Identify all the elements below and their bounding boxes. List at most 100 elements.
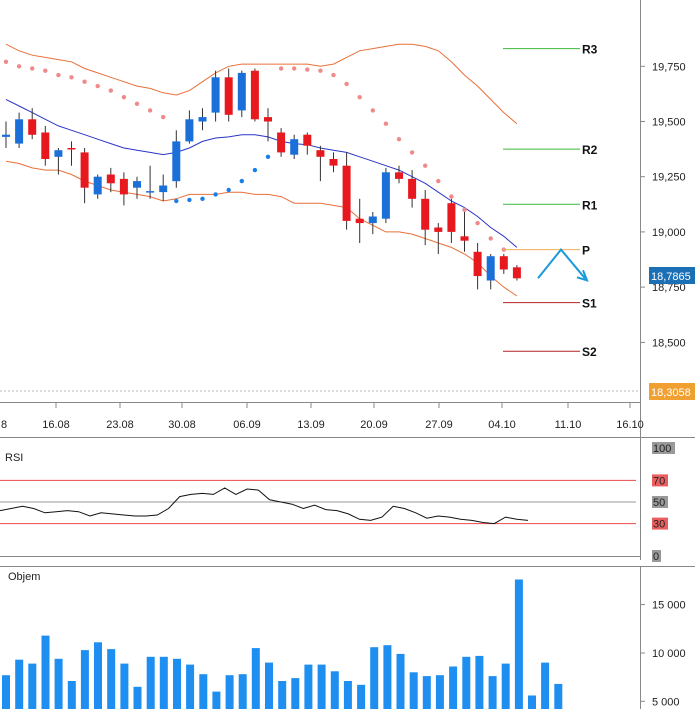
volume-bar	[186, 664, 195, 709]
candle-body	[2, 134, 10, 137]
candle	[67, 141, 76, 166]
pivot-label-s1: S1	[582, 297, 597, 311]
volume-tick-label: 15 000	[652, 600, 686, 612]
sar-dot	[82, 79, 87, 84]
rsi-tick-bg	[652, 550, 661, 562]
candle-body	[119, 178, 128, 195]
candle-body	[290, 139, 299, 155]
volume-bar	[528, 695, 536, 709]
sar-dot	[187, 197, 192, 203]
candle-body	[67, 148, 76, 150]
candle-body	[486, 256, 495, 281]
rsi-line	[0, 487, 529, 525]
sar-dot	[239, 178, 244, 184]
rsi-tick-bg	[652, 474, 668, 487]
candle-body	[342, 165, 351, 221]
candle	[460, 212, 469, 252]
sar-dot	[449, 194, 454, 199]
sar-dot	[488, 236, 493, 241]
candle-body	[434, 227, 443, 232]
rsi-tick-label: 30	[653, 519, 665, 531]
volume-bar	[199, 674, 208, 709]
volume-bar	[251, 648, 260, 709]
bollinger-middle-line	[5, 98, 518, 248]
candle	[119, 172, 128, 206]
volume-bar	[304, 664, 313, 709]
candle	[250, 68, 259, 122]
volume-bar	[278, 681, 287, 709]
candle	[316, 145, 325, 182]
sar-dot	[134, 101, 140, 107]
volume-bar	[396, 653, 405, 709]
candle-body	[80, 152, 89, 188]
forecast-arrow	[537, 248, 589, 282]
rsi-tick-label: 70	[653, 475, 665, 487]
sar-dot	[69, 75, 74, 80]
rsi-tick-label: 50	[653, 497, 665, 509]
candle-body	[237, 72, 246, 111]
sar-dot	[147, 108, 153, 113]
volume-bar	[225, 675, 234, 709]
candle	[106, 167, 115, 193]
volume-tick-label: 10 000	[652, 648, 686, 660]
sar-dot	[292, 66, 297, 71]
candle-body	[211, 77, 220, 113]
sar-dot	[200, 196, 205, 201]
candle-body	[355, 218, 364, 224]
low-marker-tag: 18,3058	[649, 383, 695, 400]
parabolic-sar	[3, 59, 506, 252]
low-marker-tag-bg	[649, 383, 695, 400]
volume-bar	[291, 678, 300, 709]
volume-bar	[409, 672, 418, 709]
candle-body	[198, 117, 207, 122]
candle	[172, 130, 181, 188]
candle	[2, 121, 10, 148]
sar-dot	[475, 220, 480, 226]
candle	[159, 174, 168, 201]
candle-body	[41, 132, 50, 159]
sar-dot	[95, 83, 100, 89]
volume-bar	[212, 691, 221, 709]
pivot-label-r1: R1	[582, 198, 598, 212]
sar-dot	[161, 114, 166, 120]
sar-dot	[383, 121, 389, 126]
candle-body	[303, 134, 312, 146]
price-tick-label: 18,750	[652, 282, 686, 294]
rsi-title: RSI	[5, 452, 23, 464]
volume-bar	[28, 663, 37, 709]
volume-bar	[94, 642, 102, 709]
current-price-tag-bg	[649, 267, 695, 284]
date-tick-label: 27.09	[425, 419, 453, 431]
candle-body	[264, 117, 272, 122]
rsi-tick-bg	[652, 496, 668, 508]
candle	[368, 212, 377, 235]
price-tick-label: 19,250	[652, 172, 686, 184]
price-tick-label: 19,000	[652, 227, 686, 239]
candle-body	[460, 236, 469, 241]
volume-bar	[462, 656, 471, 709]
volume-bar	[159, 656, 168, 709]
date-tick-label-edge: 8	[1, 419, 7, 431]
volume-bar	[238, 674, 247, 709]
candle	[355, 198, 364, 243]
sar-dot	[30, 66, 35, 71]
volume-bar	[541, 662, 550, 709]
sar-dot	[409, 150, 415, 155]
bollinger-bands	[5, 43, 518, 297]
candle-body	[54, 150, 63, 157]
candle-body	[172, 141, 181, 182]
candle	[237, 70, 246, 118]
volume-bar	[330, 671, 339, 709]
candle-body	[473, 251, 482, 277]
sar-dot	[423, 163, 428, 168]
candle-body	[368, 216, 377, 224]
sar-dot	[436, 178, 441, 184]
volume-bar	[173, 658, 181, 709]
sar-dot	[108, 88, 114, 93]
candle-body	[447, 203, 456, 232]
date-axis: 16.08 23.08 30.08 06.09 13.09 20.09 27.09 04.10…	[1, 403, 644, 431]
date-tick-label: 23.08	[106, 419, 134, 431]
candle-body	[316, 150, 325, 157]
volume-bars	[2, 579, 563, 709]
candle	[198, 108, 207, 131]
